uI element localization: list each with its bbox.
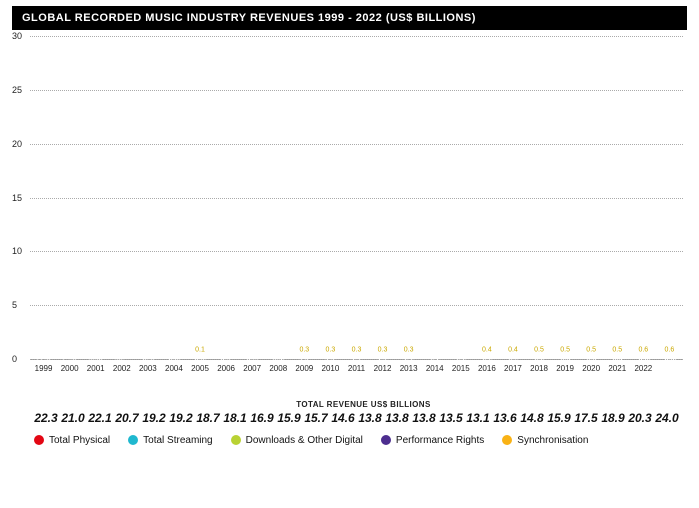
total-label: 13.8: [385, 411, 409, 425]
segment-label: 0.3: [352, 347, 362, 354]
y-tick-label: 25: [12, 85, 22, 95]
year-label: 2007: [241, 364, 264, 373]
year-label: 2001: [84, 364, 107, 373]
legend-swatch: [128, 435, 138, 445]
legend-item-streaming: Total Streaming: [128, 435, 212, 446]
legend-swatch: [381, 435, 391, 445]
legend-swatch: [34, 435, 44, 445]
year-label: 2017: [501, 364, 524, 373]
total-label: 13.8: [412, 411, 436, 425]
gridline: [30, 198, 683, 199]
segment-label: 0.5: [560, 347, 570, 354]
chart-area: 22.321.021.60.620.10.718.50.718.00.30.81…: [30, 36, 683, 396]
segment-label: 0.5: [534, 347, 544, 354]
totals-row: 22.321.022.120.719.219.218.718.116.915.9…: [32, 411, 681, 425]
year-label: 2018: [527, 364, 550, 373]
legend-label: Synchronisation: [517, 435, 588, 446]
total-label: 18.7: [196, 411, 220, 425]
total-label: 15.7: [304, 411, 328, 425]
total-label: 20.3: [628, 411, 652, 425]
y-tick-label: 20: [12, 139, 22, 149]
total-label: 13.8: [358, 411, 382, 425]
year-label: 2014: [423, 364, 446, 373]
legend-label: Total Streaming: [143, 435, 212, 446]
segment-label: 0.3: [404, 347, 414, 354]
segment-label: 0.6: [638, 347, 648, 354]
year-label: 2005: [188, 364, 211, 373]
total-label: 15.9: [547, 411, 571, 425]
year-label: 2012: [371, 364, 394, 373]
total-label: 17.5: [574, 411, 598, 425]
y-tick-label: 15: [12, 193, 22, 203]
total-label: 22.3: [34, 411, 58, 425]
total-label: 13.1: [466, 411, 490, 425]
segment-label: 0.5: [586, 347, 596, 354]
legend-item-sync: Synchronisation: [502, 435, 588, 446]
legend-label: Performance Rights: [396, 435, 484, 446]
total-label: 13.6: [493, 411, 517, 425]
legend-swatch: [502, 435, 512, 445]
year-label: 2008: [267, 364, 290, 373]
year-label: 2011: [345, 364, 368, 373]
year-label: 2015: [449, 364, 472, 373]
gridline: [30, 36, 683, 37]
gridline: [30, 90, 683, 91]
year-label: 2004: [162, 364, 185, 373]
year-label: 2013: [397, 364, 420, 373]
y-tick-label: 30: [12, 31, 22, 41]
total-label: 16.9: [250, 411, 274, 425]
segment-label: 0.1: [195, 347, 205, 354]
legend-label: Downloads & Other Digital: [246, 435, 363, 446]
segment-label: 0.6: [665, 347, 675, 354]
total-label: 19.2: [142, 411, 166, 425]
gridline: [30, 251, 683, 252]
legend-item-performance: Performance Rights: [381, 435, 484, 446]
total-label: 19.2: [169, 411, 193, 425]
segment-label: 0.5: [612, 347, 622, 354]
year-label: 2016: [475, 364, 498, 373]
total-label: 22.1: [88, 411, 112, 425]
year-label: 1999: [32, 364, 55, 373]
year-label: 2003: [136, 364, 159, 373]
segment-label: 0.3: [299, 347, 309, 354]
plot-area: 22.321.021.60.620.10.718.50.718.00.30.81…: [30, 36, 683, 360]
segment-label: 0.4: [508, 347, 518, 354]
y-tick-label: 0: [12, 354, 17, 364]
legend-swatch: [231, 435, 241, 445]
year-label: 2010: [319, 364, 342, 373]
legend-item-physical: Total Physical: [34, 435, 110, 446]
total-label: 13.5: [439, 411, 463, 425]
legend-item-downloads: Downloads & Other Digital: [231, 435, 363, 446]
segment-label: 0.4: [482, 347, 492, 354]
chart-title: GLOBAL RECORDED MUSIC INDUSTRY REVENUES …: [12, 6, 687, 30]
segment-label: 0.3: [326, 347, 336, 354]
legend-label: Total Physical: [49, 435, 110, 446]
year-label: 2002: [110, 364, 133, 373]
x-axis: 1999200020012002200320042005 200620072008…: [30, 360, 683, 396]
total-label: 14.6: [331, 411, 355, 425]
gridline: [30, 144, 683, 145]
y-tick-label: 5: [12, 300, 17, 310]
year-label: 2006: [215, 364, 238, 373]
total-label: 15.9: [277, 411, 301, 425]
year-label: 2022: [632, 364, 655, 373]
segment-label: 0.3: [378, 347, 388, 354]
year-label: 2009: [293, 364, 316, 373]
year-label: 2021: [606, 364, 629, 373]
total-label: 24.0: [655, 411, 679, 425]
total-label: 14.8: [520, 411, 544, 425]
gridline: [30, 305, 683, 306]
total-label: 18.9: [601, 411, 625, 425]
year-label: 2020: [580, 364, 603, 373]
total-label: 20.7: [115, 411, 139, 425]
total-label: 18.1: [223, 411, 247, 425]
subtitle: TOTAL REVENUE US$ BILLIONS: [40, 400, 687, 409]
legend: Total Physical Total Streaming Downloads &…: [34, 435, 687, 446]
y-tick-label: 10: [12, 246, 22, 256]
year-label: 2000: [58, 364, 81, 373]
total-label: 21.0: [61, 411, 85, 425]
year-label: 2019: [554, 364, 577, 373]
